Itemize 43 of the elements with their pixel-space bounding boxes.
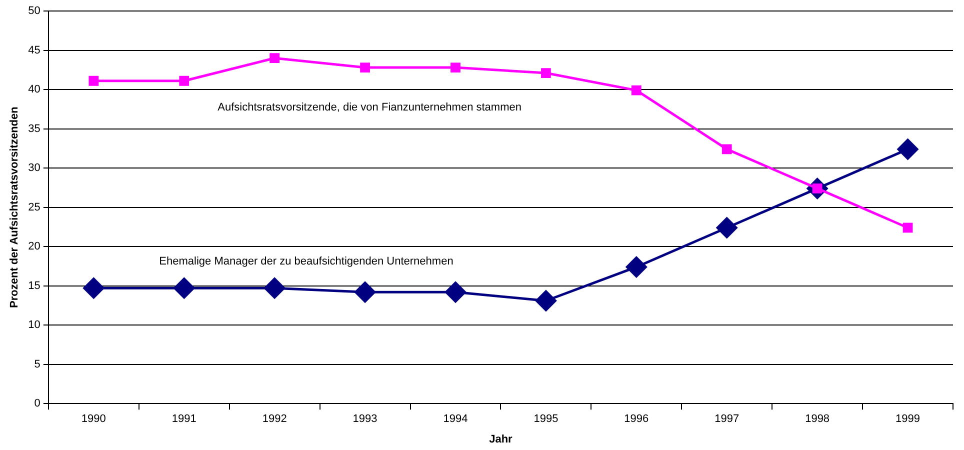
- point: [354, 281, 376, 304]
- x-tick-label: 1994: [443, 413, 468, 426]
- point: [534, 290, 557, 312]
- point: [540, 68, 551, 78]
- point: [902, 222, 913, 233]
- y-tick-label: 20: [28, 240, 40, 253]
- x-tick-label: 1992: [262, 413, 287, 426]
- point: [173, 277, 196, 300]
- x-tick-label: 1991: [172, 413, 196, 426]
- x-tick-label: 1995: [534, 413, 558, 426]
- point: [625, 256, 648, 278]
- y-tick-label: 10: [28, 319, 40, 332]
- y-tick-label: 15: [28, 280, 40, 292]
- point: [264, 277, 286, 300]
- x-tick-label: 1990: [81, 413, 106, 426]
- y-tick-label: 35: [28, 122, 40, 135]
- series-label: Ehemalige Manager der zu beaufsichtigenden Unternehmen: [159, 256, 454, 268]
- point: [270, 53, 280, 64]
- text: Aufsichtsratsvorsitzende, die von Fianzunternehmen stammen: [218, 102, 522, 114]
- point: [896, 138, 919, 160]
- y-tick-label: 30: [28, 162, 40, 174]
- y-tick-label: 25: [28, 201, 40, 214]
- y-tick-label: 0: [34, 398, 40, 410]
- x-axis-title: Jahr: [489, 433, 514, 446]
- y-tick-label: 45: [28, 44, 40, 56]
- y-tick-label: 50: [28, 5, 40, 18]
- y-tick-label: 40: [28, 84, 40, 96]
- x-tick-label: 1993: [352, 413, 378, 426]
- point: [360, 62, 370, 72]
- point: [722, 144, 732, 154]
- y-axis-title: Prozent der Aufsichtsratsvorsitzenden: [8, 106, 21, 308]
- point: [444, 281, 466, 304]
- point: [716, 216, 738, 239]
- point: [450, 62, 460, 72]
- x-tick-label: 1998: [805, 413, 830, 426]
- x-tick-label: 1996: [624, 413, 649, 426]
- point: [179, 76, 190, 86]
- point: [82, 277, 105, 300]
- point: [88, 76, 99, 86]
- x-tick-label: 1997: [714, 413, 740, 426]
- point: [631, 85, 642, 96]
- x-tick-label: 1999: [896, 413, 920, 426]
- y-tick-label: 5: [34, 358, 40, 370]
